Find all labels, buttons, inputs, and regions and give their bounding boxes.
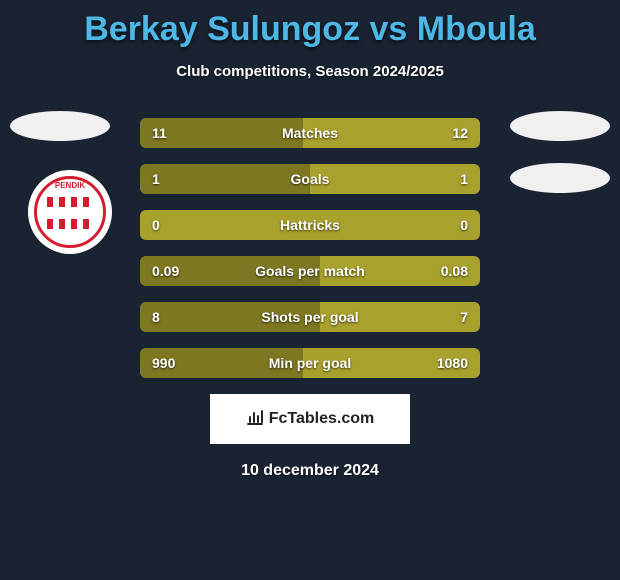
chart-icon xyxy=(246,408,264,431)
stat-row-matches: 11 Matches 12 xyxy=(140,118,480,148)
stats-bars: 11 Matches 12 1 Goals 1 0 Hattricks 0 0.… xyxy=(140,118,480,378)
stat-right-value: 7 xyxy=(460,302,468,332)
player1-avatar-icon xyxy=(10,111,110,141)
stat-label: Hattricks xyxy=(140,210,480,240)
stat-right-value: 1080 xyxy=(437,348,468,378)
stat-label: Shots per goal xyxy=(140,302,480,332)
content: PENDIK 11 Matches 12 1 Goals 1 0 Hattric… xyxy=(0,118,620,480)
stat-label: Goals per match xyxy=(140,256,480,286)
stat-row-shots-per-goal: 8 Shots per goal 7 xyxy=(140,302,480,332)
date-label: 10 december 2024 xyxy=(0,462,620,480)
stat-right-value: 12 xyxy=(452,118,468,148)
stat-label: Goals xyxy=(140,164,480,194)
player2-club-avatar-icon xyxy=(510,163,610,193)
stat-row-goals-per-match: 0.09 Goals per match 0.08 xyxy=(140,256,480,286)
player2-avatar-icon xyxy=(510,111,610,141)
stat-row-min-per-goal: 990 Min per goal 1080 xyxy=(140,348,480,378)
brand-text: FcTables.com xyxy=(269,410,375,428)
page-title: Berkay Sulungoz vs Mboula xyxy=(0,0,620,49)
stat-right-value: 1 xyxy=(460,164,468,194)
brand-logo: FcTables.com xyxy=(210,394,410,444)
stat-label: Min per goal xyxy=(140,348,480,378)
player1-club-badge-icon: PENDIK xyxy=(28,170,112,254)
page-subtitle: Club competitions, Season 2024/2025 xyxy=(0,63,620,80)
stat-right-value: 0 xyxy=(460,210,468,240)
stat-row-goals: 1 Goals 1 xyxy=(140,164,480,194)
stat-label: Matches xyxy=(140,118,480,148)
stat-row-hattricks: 0 Hattricks 0 xyxy=(140,210,480,240)
stat-right-value: 0.08 xyxy=(441,256,468,286)
club-badge-label: PENDIK xyxy=(37,181,103,190)
